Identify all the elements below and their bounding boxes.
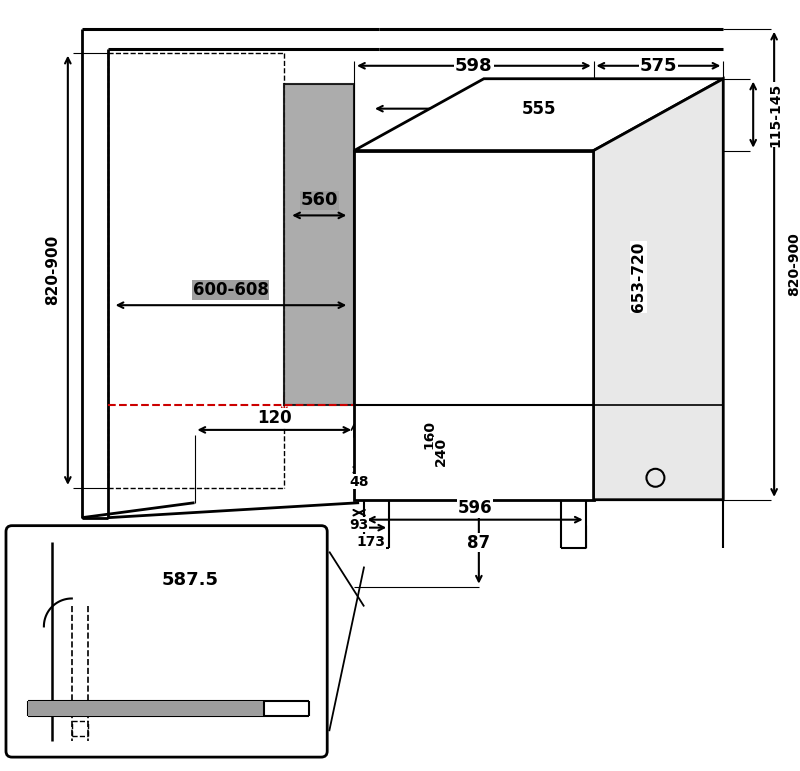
Text: 600-608: 600-608	[193, 281, 268, 299]
Text: 560: 560	[301, 191, 338, 210]
Text: 240: 240	[434, 437, 448, 466]
Text: 87: 87	[467, 534, 490, 551]
FancyBboxPatch shape	[6, 526, 327, 757]
Text: 115-145: 115-145	[768, 82, 782, 146]
Polygon shape	[354, 150, 594, 500]
Text: 598: 598	[455, 57, 493, 75]
Text: 555: 555	[522, 99, 556, 118]
Bar	[28, 702, 264, 716]
Text: 596: 596	[458, 499, 492, 517]
Text: 120: 120	[257, 409, 292, 427]
Text: 173: 173	[357, 534, 386, 549]
Polygon shape	[284, 84, 354, 405]
Text: 575: 575	[640, 57, 677, 75]
Text: 93: 93	[350, 517, 369, 532]
Text: 160: 160	[422, 420, 436, 449]
Text: 587.5: 587.5	[162, 571, 219, 588]
Text: 820-900: 820-900	[46, 235, 60, 305]
Text: 820-900: 820-900	[787, 232, 800, 296]
Text: 48: 48	[350, 475, 369, 489]
Polygon shape	[354, 79, 723, 150]
Text: 653-720: 653-720	[631, 242, 646, 312]
Polygon shape	[594, 79, 723, 500]
